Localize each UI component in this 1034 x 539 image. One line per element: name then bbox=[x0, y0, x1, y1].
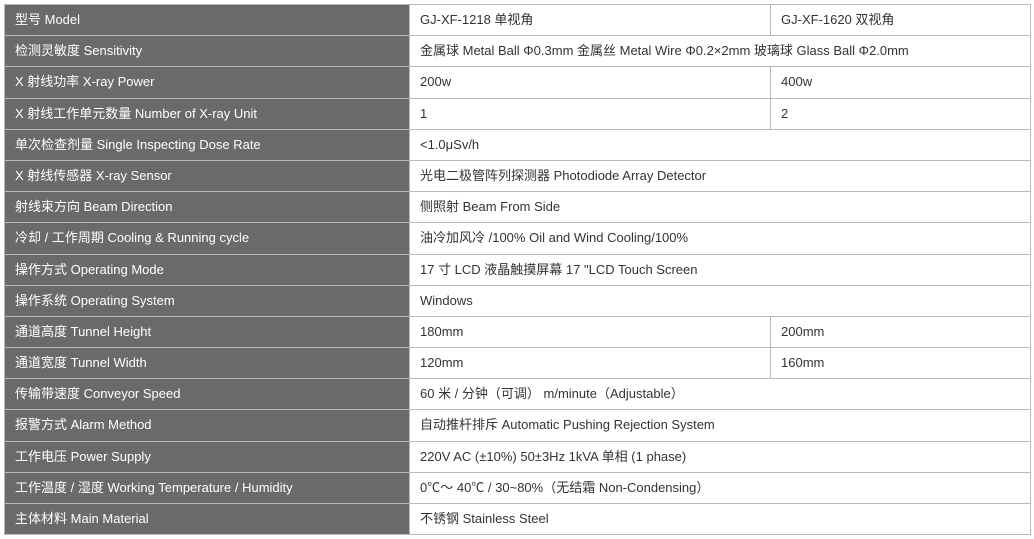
spec-value: 油冷加风冷 /100% Oil and Wind Cooling/100% bbox=[410, 223, 1031, 254]
spec-table: 型号 ModelGJ-XF-1218 单视角GJ-XF-1620 双视角检测灵敏… bbox=[4, 4, 1031, 535]
table-row: 冷却 / 工作周期 Cooling & Running cycle油冷加风冷 /… bbox=[5, 223, 1031, 254]
spec-value: 200w bbox=[410, 67, 771, 98]
table-row: 操作系统 Operating SystemWindows bbox=[5, 285, 1031, 316]
spec-label: X 射线功率 X-ray Power bbox=[5, 67, 410, 98]
table-row: 通道宽度 Tunnel Width120mm160mm bbox=[5, 348, 1031, 379]
table-row: 型号 ModelGJ-XF-1218 单视角GJ-XF-1620 双视角 bbox=[5, 5, 1031, 36]
spec-label: 通道宽度 Tunnel Width bbox=[5, 348, 410, 379]
spec-label: 型号 Model bbox=[5, 5, 410, 36]
spec-value: 0℃～ 40℃ / 30~80%（无结霜 Non-Condensing） bbox=[410, 472, 1031, 503]
spec-value: GJ-XF-1620 双视角 bbox=[771, 5, 1031, 36]
spec-value: 60 米 / 分钟（可调） m/minute（Adjustable） bbox=[410, 379, 1031, 410]
spec-table-body: 型号 ModelGJ-XF-1218 单视角GJ-XF-1620 双视角检测灵敏… bbox=[5, 5, 1031, 535]
spec-value: 光电二极管阵列探测器 Photodiode Array Detector bbox=[410, 160, 1031, 191]
table-row: 检测灵敏度 Sensitivity金属球 Metal Ball Φ0.3mm 金… bbox=[5, 36, 1031, 67]
spec-label: 冷却 / 工作周期 Cooling & Running cycle bbox=[5, 223, 410, 254]
spec-value: 金属球 Metal Ball Φ0.3mm 金属丝 Metal Wire Φ0.… bbox=[410, 36, 1031, 67]
spec-label: X 射线传感器 X-ray Sensor bbox=[5, 160, 410, 191]
spec-value: 自动推杆排斥 Automatic Pushing Rejection Syste… bbox=[410, 410, 1031, 441]
table-row: X 射线功率 X-ray Power200w400w bbox=[5, 67, 1031, 98]
spec-label: 主体材料 Main Material bbox=[5, 504, 410, 535]
spec-value: 160mm bbox=[771, 348, 1031, 379]
spec-label: 报警方式 Alarm Method bbox=[5, 410, 410, 441]
table-row: 主体材料 Main Material不锈钢 Stainless Steel bbox=[5, 504, 1031, 535]
table-row: 工作电压 Power Supply220V AC (±10%) 50±3Hz 1… bbox=[5, 441, 1031, 472]
table-row: 传输带速度 Conveyor Speed60 米 / 分钟（可调） m/minu… bbox=[5, 379, 1031, 410]
spec-label: X 射线工作单元数量 Number of X-ray Unit bbox=[5, 98, 410, 129]
spec-label: 操作系统 Operating System bbox=[5, 285, 410, 316]
spec-value: 400w bbox=[771, 67, 1031, 98]
table-row: 通道高度 Tunnel Height180mm200mm bbox=[5, 316, 1031, 347]
table-row: X 射线工作单元数量 Number of X-ray Unit12 bbox=[5, 98, 1031, 129]
spec-label: 通道高度 Tunnel Height bbox=[5, 316, 410, 347]
spec-label: 射线束方向 Beam Direction bbox=[5, 192, 410, 223]
spec-value: 220V AC (±10%) 50±3Hz 1kVA 单相 (1 phase) bbox=[410, 441, 1031, 472]
spec-value: 不锈钢 Stainless Steel bbox=[410, 504, 1031, 535]
table-row: 工作温度 / 湿度 Working Temperature / Humidity… bbox=[5, 472, 1031, 503]
spec-label: 检测灵敏度 Sensitivity bbox=[5, 36, 410, 67]
spec-label: 传输带速度 Conveyor Speed bbox=[5, 379, 410, 410]
spec-value: 侧照射 Beam From Side bbox=[410, 192, 1031, 223]
table-row: X 射线传感器 X-ray Sensor光电二极管阵列探测器 Photodiod… bbox=[5, 160, 1031, 191]
spec-value: <1.0μSv/h bbox=[410, 129, 1031, 160]
spec-value: 2 bbox=[771, 98, 1031, 129]
spec-label: 单次检查剂量 Single Inspecting Dose Rate bbox=[5, 129, 410, 160]
spec-value: GJ-XF-1218 单视角 bbox=[410, 5, 771, 36]
table-row: 操作方式 Operating Mode17 寸 LCD 液晶触摸屏幕 17 "L… bbox=[5, 254, 1031, 285]
table-row: 单次检查剂量 Single Inspecting Dose Rate<1.0μS… bbox=[5, 129, 1031, 160]
spec-value: 180mm bbox=[410, 316, 771, 347]
table-row: 射线束方向 Beam Direction侧照射 Beam From Side bbox=[5, 192, 1031, 223]
spec-value: 200mm bbox=[771, 316, 1031, 347]
spec-value: 120mm bbox=[410, 348, 771, 379]
spec-label: 工作温度 / 湿度 Working Temperature / Humidity bbox=[5, 472, 410, 503]
spec-label: 操作方式 Operating Mode bbox=[5, 254, 410, 285]
table-row: 报警方式 Alarm Method自动推杆排斥 Automatic Pushin… bbox=[5, 410, 1031, 441]
spec-value: Windows bbox=[410, 285, 1031, 316]
spec-value: 1 bbox=[410, 98, 771, 129]
spec-label: 工作电压 Power Supply bbox=[5, 441, 410, 472]
spec-value: 17 寸 LCD 液晶触摸屏幕 17 "LCD Touch Screen bbox=[410, 254, 1031, 285]
